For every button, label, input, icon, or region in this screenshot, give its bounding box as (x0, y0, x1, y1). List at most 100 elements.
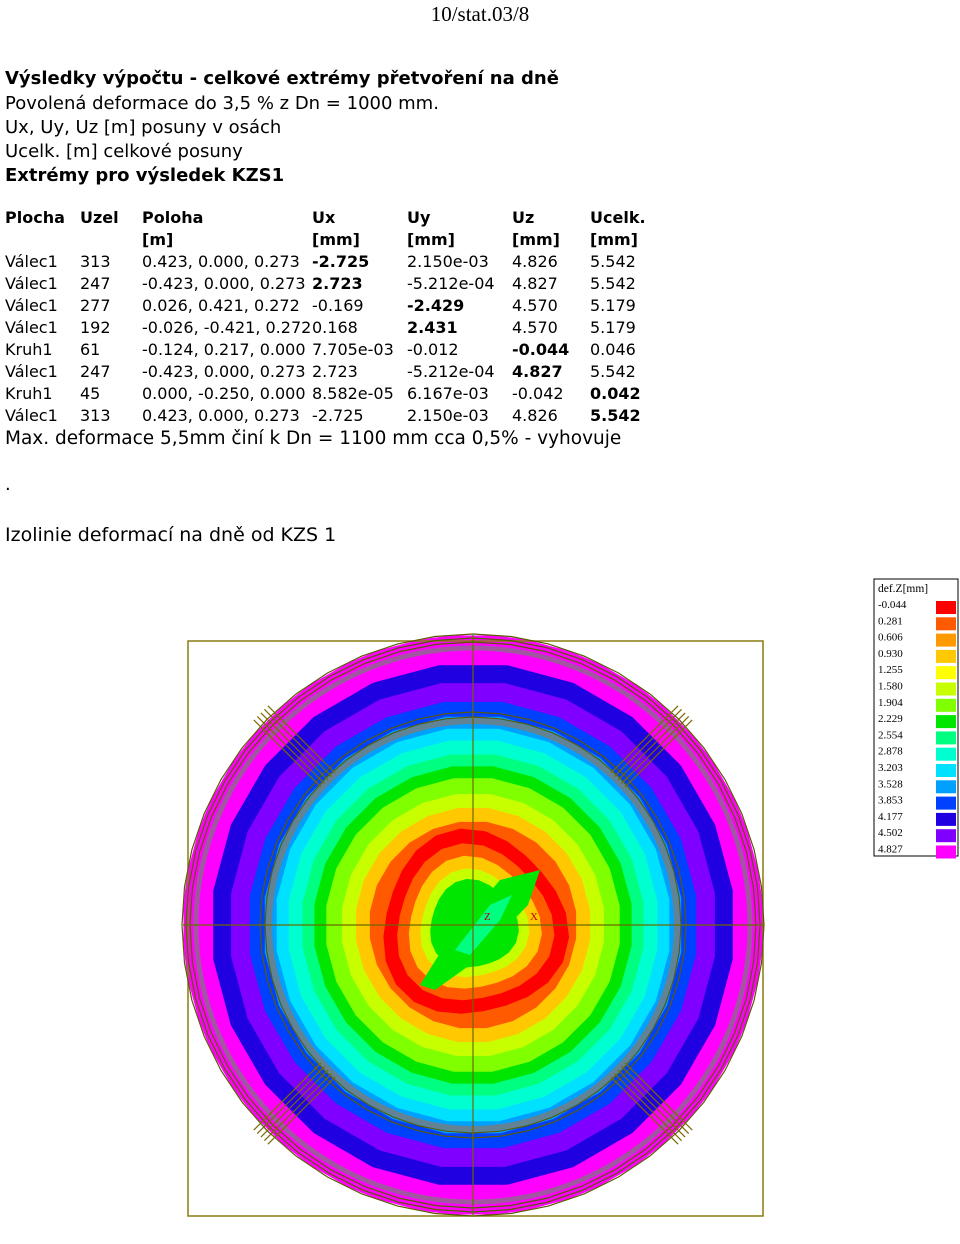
legend-swatch (936, 601, 956, 614)
legend-swatch (936, 764, 956, 777)
table-cell: -5.212e-04 (407, 362, 495, 381)
legend-label: 2.554 (878, 729, 903, 741)
table-cell: 6.167e-03 (407, 384, 489, 403)
legend-swatch (936, 731, 956, 745)
table-cell: 4.827 (512, 274, 558, 293)
table-cell: 4.826 (512, 252, 558, 271)
legend-swatch (936, 666, 956, 680)
table-cell: 0.168 (312, 318, 358, 337)
table-header: Uzel (80, 208, 119, 227)
table-header: Ux (312, 208, 336, 227)
heading: Výsledky výpočtu - celkové extrémy přetv… (5, 68, 559, 89)
support-member (253, 705, 336, 788)
table-cell: 2.150e-03 (407, 406, 489, 425)
table-cell: 313 (80, 406, 111, 425)
table-cell: 0.042 (590, 384, 641, 403)
conclusion: Max. deformace 5,5mm činí k Dn = 1100 mm… (5, 428, 622, 449)
legend-swatch (936, 796, 956, 810)
axis-label-z: Z (484, 911, 491, 923)
legend-label: 4.827 (878, 844, 903, 856)
table-unit: [mm] (590, 230, 638, 249)
table-cell: 5.542 (590, 406, 641, 425)
text-line: Povolená deformace do 3,5 % z Dn = 1000 … (5, 93, 439, 114)
table-cell: Kruh1 (5, 384, 53, 403)
table-cell: 7.705e-03 (312, 340, 394, 359)
table-unit: [mm] (512, 230, 560, 249)
text-line: Ux, Uy, Uz [m] posuny v osách (5, 117, 282, 138)
legend-label: 2.878 (878, 746, 903, 758)
table-cell: Válec1 (5, 274, 58, 293)
table-cell: 4.570 (512, 318, 558, 337)
table-cell: 4.826 (512, 406, 558, 425)
legend-swatch (936, 649, 956, 663)
table-cell: 277 (80, 296, 111, 315)
table-cell: 2.431 (407, 318, 458, 337)
table-cell: 4.570 (512, 296, 558, 315)
table-cell: -0.012 (407, 340, 459, 359)
legend-label: 1.580 (878, 681, 903, 693)
axis-label-x: X (530, 911, 538, 923)
table-cell: 0.423, 0.000, 0.273 (142, 406, 300, 425)
table-cell: -2.429 (407, 296, 465, 315)
page-number: 10/stat.03/8 (430, 2, 530, 26)
legend-label: 3.528 (878, 778, 903, 790)
support-member (253, 1062, 336, 1145)
legend-label: 1.255 (878, 664, 903, 676)
subheading: Extrémy pro výsledek KZS1 (5, 165, 285, 186)
legend-label: 3.203 (878, 762, 903, 774)
legend-swatch (936, 747, 956, 761)
table-cell: 2.723 (312, 362, 358, 381)
plot-title: Izolinie deformací na dně od KZS 1 (5, 524, 337, 546)
support-member (610, 1062, 693, 1145)
table-cell: 0.026, 0.421, 0.272 (142, 296, 300, 315)
table-cell: -5.212e-04 (407, 274, 495, 293)
table-cell: Válec1 (5, 296, 58, 315)
table-cell: 5.542 (590, 252, 636, 271)
ring-outline (181, 633, 765, 1217)
legend-label: -0.044 (878, 599, 907, 611)
table-cell: 247 (80, 362, 111, 381)
legend-swatch (936, 617, 956, 631)
support-member (610, 705, 693, 788)
legend-swatch (936, 845, 956, 859)
table-header: Ucelk. (590, 208, 646, 227)
table-header: Uz (512, 208, 535, 227)
legend-swatch (936, 812, 956, 826)
legend-label: 0.930 (878, 648, 903, 660)
table-cell: 0.046 (590, 340, 636, 359)
table-cell: -0.026, -0.421, 0.272 (142, 318, 312, 337)
table-cell: 192 (80, 318, 111, 337)
table-cell: Válec1 (5, 318, 58, 337)
legend-swatch (936, 715, 956, 729)
legend-swatch (936, 698, 956, 712)
legend-title: def.Z[mm] (878, 583, 928, 595)
table-cell: 5.542 (590, 274, 636, 293)
legend: def.Z[mm] -0.044 0.281 0.606 0.930 1.255 1.58… (873, 578, 959, 859)
table-cell: 5.179 (590, 296, 636, 315)
table-cell: 2.723 (312, 274, 363, 293)
table-header: Poloha (142, 208, 204, 227)
table-cell: Válec1 (5, 362, 58, 381)
table-cell: 61 (80, 340, 101, 359)
table-cell: -2.725 (312, 406, 364, 425)
dot: . (5, 474, 11, 495)
table-cell: -0.423, 0.000, 0.273 (142, 362, 306, 381)
table-cell: 5.542 (590, 362, 636, 381)
table-cell: 313 (80, 252, 111, 271)
table-cell: -0.423, 0.000, 0.273 (142, 274, 306, 293)
table-cell: 4.827 (512, 362, 563, 381)
table-cell: 5.179 (590, 318, 636, 337)
legend-label: 0.281 (878, 615, 903, 627)
table-cell: Kruh1 (5, 340, 53, 359)
table-cell: 0.000, -0.250, 0.000 (142, 384, 306, 403)
table-cell: 2.150e-03 (407, 252, 489, 271)
table-cell: -0.044 (512, 340, 570, 359)
table-cell: -0.169 (312, 296, 364, 315)
legend-label: 2.229 (878, 713, 903, 725)
legend-label: 1.904 (878, 697, 903, 709)
table-cell: Válec1 (5, 252, 58, 271)
table-header: Plocha (5, 208, 65, 227)
table-cell: -2.725 (312, 252, 370, 271)
table-cell: 8.582e-05 (312, 384, 394, 403)
legend-label: 4.502 (878, 827, 903, 839)
